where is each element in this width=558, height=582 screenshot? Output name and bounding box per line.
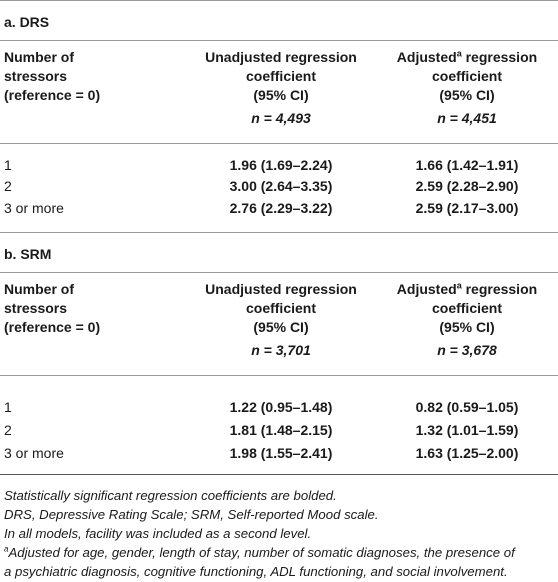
note-significance: Statistically significant regression coe… (4, 488, 337, 503)
sample-size-adjusted-drs: n = 4,451 (437, 110, 497, 126)
note-footnote-a: aAdjusted for age, gender, length of sta… (4, 544, 515, 560)
table-row: 1 1.22 (0.95–1.48) 0.82 (0.59–1.05) (4, 399, 519, 415)
table-bottom-rule (0, 474, 558, 475)
note-abbreviations: DRS, Depressive Rating Scale; SRM, Self-… (4, 507, 379, 522)
section-divider (0, 232, 558, 233)
header-adjusted-srm: Adjusteda regression coefficient (95% CI… (382, 280, 552, 360)
header-bottom-rule (0, 375, 558, 376)
header-adjusted-drs: Adjusteda regression coefficient (95% CI… (382, 48, 552, 128)
section-divider (0, 40, 558, 41)
sample-size-unadjusted-drs: n = 4,493 (251, 110, 311, 126)
sample-size-unadjusted-srm: n = 3,701 (251, 342, 311, 358)
table-row: 1 1.96 (1.69–2.24) 1.66 (1.42–1.91) (4, 157, 519, 173)
table-row: 2 3.00 (2.64–3.35) 2.59 (2.28–2.90) (4, 178, 519, 194)
table-row: 2 1.81 (1.48–2.15) 1.32 (1.01–1.59) (4, 422, 519, 438)
note-footnote-a-cont: a psychiatric diagnosis, cognitive funct… (4, 564, 508, 579)
footnote-marker: a (4, 544, 9, 554)
table-top-rule (0, 0, 558, 1)
table-notes: Statistically significant regression coe… (4, 486, 556, 581)
footnote-marker: a (456, 280, 462, 291)
header-stressors-drs: Number of stressors (reference = 0) (4, 49, 101, 103)
footnote-marker: a (456, 48, 462, 59)
section-title-drs: a. DRS (4, 14, 50, 30)
table-row: 3 or more 2.76 (2.29–3.22) 2.59 (2.17–3.… (4, 200, 519, 216)
table-row: 3 or more 1.98 (1.55–2.41) 1.63 (1.25–2.… (4, 445, 519, 461)
section-title-srm: b. SRM (4, 246, 52, 262)
sample-size-adjusted-srm: n = 3,678 (437, 342, 497, 358)
header-unadjusted-drs: Unadjusted regression coefficient (95% C… (175, 48, 387, 128)
header-unadjusted-srm: Unadjusted regression coefficient (95% C… (175, 280, 387, 360)
note-models: In all models, facility was included as … (4, 526, 312, 541)
header-stressors-srm: Number of stressors (reference = 0) (4, 281, 101, 335)
header-bottom-rule (0, 143, 558, 144)
section-divider (0, 272, 558, 273)
